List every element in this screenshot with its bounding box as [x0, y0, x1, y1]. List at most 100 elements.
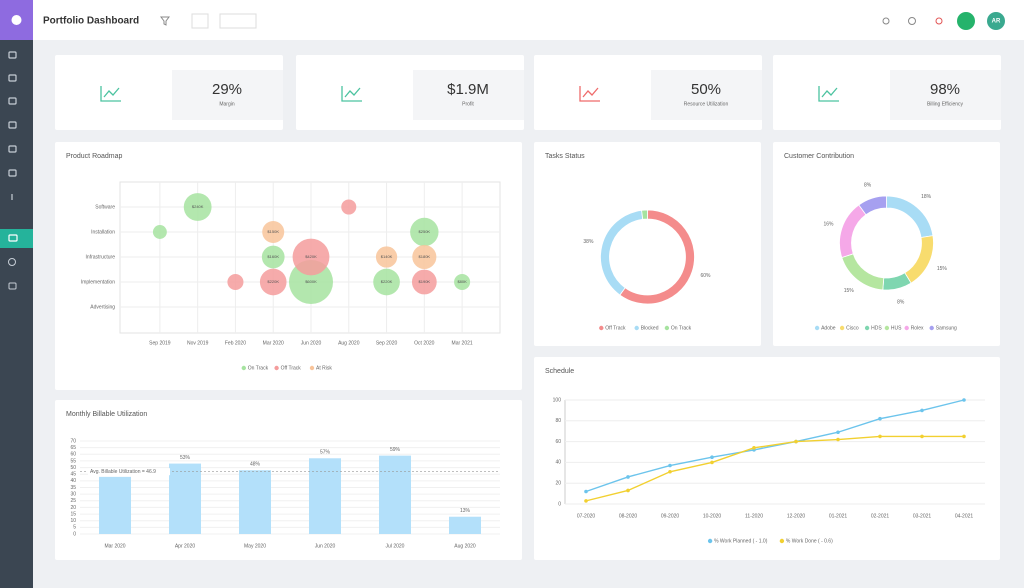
donut-label: 18%	[921, 194, 932, 200]
sidebar-icons	[8, 51, 17, 200]
filter-icon[interactable]	[160, 16, 170, 26]
kpi-label: Billing Efficiency	[927, 101, 964, 107]
legend-label: % Work Done ( - 0.6)	[786, 538, 833, 544]
chart-title: Monthly Billable Utilization	[66, 411, 147, 418]
kpi-panel	[890, 70, 1001, 120]
bar-label: 53%	[180, 455, 191, 461]
legend-swatch	[864, 325, 870, 331]
bubble-label: $420K	[305, 254, 317, 259]
x-tick-label: 08-2020	[619, 513, 638, 519]
point	[794, 439, 798, 444]
legend-label: Cisco	[846, 325, 859, 331]
y-tick-label: 60	[555, 439, 561, 445]
chart-title: Schedule	[545, 368, 574, 375]
x-tick-label: 12-2020	[787, 513, 806, 519]
legend-swatch	[884, 325, 890, 331]
y-tick-label: 45	[70, 472, 76, 478]
card	[55, 142, 522, 390]
card	[534, 142, 761, 346]
y-tick-label: Implementation	[81, 279, 115, 285]
x-tick-label: 09-2020	[661, 513, 680, 519]
search-icon[interactable]	[882, 17, 890, 25]
bubble	[152, 225, 167, 239]
y-tick-label: 100	[553, 397, 562, 403]
bar	[449, 516, 481, 534]
bubble-label: $220K	[267, 279, 279, 284]
donut-label: 60%	[701, 273, 712, 279]
top-bar	[33, 0, 1024, 40]
y-tick-label: 25	[70, 498, 76, 504]
nav-icon[interactable]	[8, 282, 17, 290]
avatar[interactable]	[987, 12, 1005, 30]
x-tick-label: Mar 2020	[104, 543, 125, 549]
kpi-panel	[413, 70, 524, 120]
avatar-initials: AR	[992, 19, 1001, 25]
nav-icon[interactable]	[8, 74, 17, 82]
nav-icon[interactable]	[8, 258, 16, 266]
bubble	[373, 268, 400, 296]
page-title: Portfolio Dashboard	[43, 16, 139, 27]
point	[626, 475, 630, 479]
legend-swatch	[309, 365, 315, 371]
y-tick-label: 15	[70, 511, 76, 517]
settings-icon[interactable]	[908, 17, 916, 25]
kpi-label: Profit	[462, 101, 474, 107]
point	[668, 469, 672, 474]
legend-label: On Track	[248, 365, 269, 371]
add-button[interactable]	[191, 13, 209, 29]
point	[962, 434, 966, 439]
donut-segment	[641, 209, 648, 220]
y-tick-label: Software	[95, 204, 115, 210]
point	[626, 488, 630, 493]
nav-icon[interactable]	[8, 121, 17, 129]
action-button[interactable]	[957, 12, 975, 30]
bubble-label: $150K	[267, 229, 279, 234]
kpi-value: 98%	[930, 81, 960, 98]
y-tick-label: 35	[70, 485, 76, 491]
point	[710, 455, 714, 460]
kpi-icon	[818, 86, 839, 102]
x-tick-label: 10-2020	[703, 513, 722, 519]
point	[710, 460, 714, 465]
bubble	[262, 221, 285, 243]
nav-icon[interactable]	[8, 97, 17, 105]
kpi-label: Margin	[219, 101, 235, 107]
edit-button[interactable]	[219, 13, 257, 29]
legend-label: Samsung	[936, 325, 957, 331]
bubble	[292, 238, 330, 276]
kpi-value: 50%	[691, 81, 721, 98]
point	[962, 398, 966, 402]
nav-icon[interactable]	[8, 51, 17, 59]
point	[584, 489, 588, 494]
bar	[169, 463, 201, 534]
donut-label: 15%	[937, 266, 948, 272]
chart-title: Tasks Status	[545, 153, 585, 160]
nav-icon[interactable]	[8, 169, 17, 177]
bubble-label: $220K	[381, 279, 393, 284]
x-tick-label: Mar 2020	[263, 340, 284, 346]
refresh-icon[interactable]	[935, 17, 943, 25]
bar	[309, 458, 341, 534]
bubble	[261, 245, 285, 269]
y-tick-label: 40	[555, 460, 561, 466]
legend-swatch	[839, 325, 845, 331]
bar	[99, 476, 131, 534]
legend-label: Adobe	[821, 325, 836, 331]
bar-label: 59%	[390, 447, 401, 453]
donut-label: 16%	[823, 221, 834, 227]
point	[920, 434, 924, 439]
kpi-panel	[172, 70, 283, 120]
x-tick-label: 07-2020	[577, 513, 596, 519]
card	[773, 142, 1000, 346]
annotation-label: Avg. Billable Utilization = 46.9	[90, 469, 156, 475]
bubble	[375, 246, 398, 268]
nav-icon[interactable]	[8, 145, 17, 153]
series-line	[585, 435, 964, 502]
annotation-bg	[88, 468, 170, 476]
nav-icon	[8, 234, 18, 242]
x-tick-label: Apr 2020	[175, 543, 196, 549]
y-tick-label: 20	[70, 505, 76, 511]
x-tick-label: Jul 2020	[386, 543, 405, 549]
bubble-label: $240K	[192, 204, 204, 209]
